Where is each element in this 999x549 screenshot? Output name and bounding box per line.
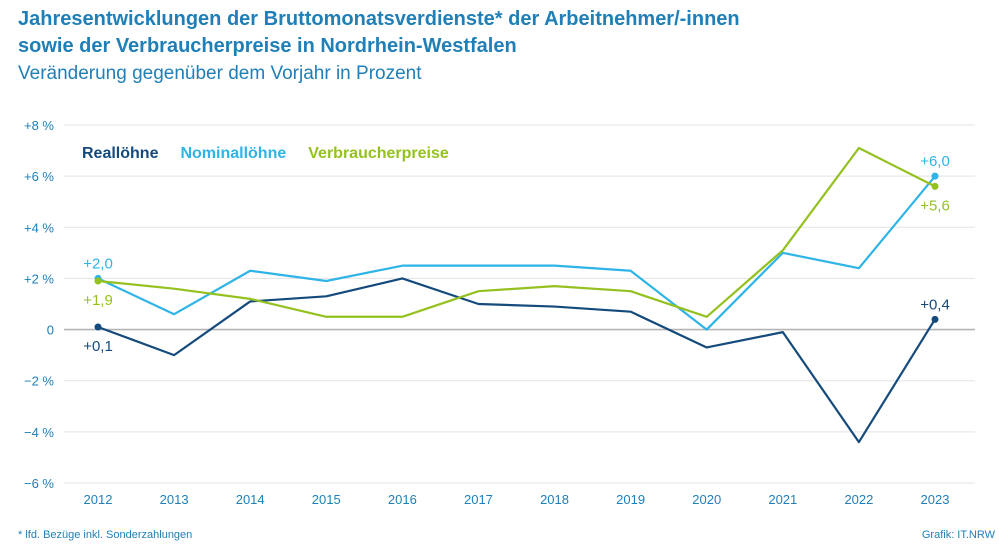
data-label: +6,0: [920, 153, 950, 170]
x-tick-label: 2022: [844, 492, 873, 507]
y-tick-label: +6 %: [24, 169, 54, 184]
y-tick-label: −6 %: [24, 476, 54, 491]
data-point-marker: [94, 323, 102, 331]
x-tick-label: 2012: [84, 492, 113, 507]
x-tick-label: 2016: [388, 492, 417, 507]
y-tick-label: +4 %: [24, 220, 54, 235]
legend-item: Nominallöhne: [180, 145, 286, 162]
y-tick-label: −2 %: [24, 374, 54, 389]
x-tick-label: 2020: [692, 492, 721, 507]
data-label: +0,1: [83, 338, 113, 355]
data-label: +0,4: [920, 296, 950, 313]
x-tick-label: 2018: [540, 492, 569, 507]
series-line-reallöhne: [96, 277, 937, 444]
source-credit: Grafik: IT.NRW: [921, 529, 995, 541]
x-tick-label: 2017: [464, 492, 493, 507]
chart-subtitle: Veränderung gegenüber dem Vorjahr in Pro…: [18, 63, 422, 84]
data-point-marker: [931, 172, 939, 180]
y-tick-label: 0: [47, 323, 54, 338]
footnote: * lfd. Bezüge inkl. Sonderzahlungen: [18, 529, 193, 541]
legend-item: Verbraucherpreise: [308, 145, 449, 162]
x-tick-label: 2019: [616, 492, 645, 507]
chart-title: Jahresentwicklungen der Bruttomonatsverd…: [18, 6, 740, 60]
y-tick-label: +8 %: [24, 118, 54, 133]
x-tick-label: 2015: [312, 492, 341, 507]
x-tick-label: 2021: [768, 492, 797, 507]
data-point-marker: [931, 315, 939, 323]
data-label: +1,9: [83, 292, 113, 309]
x-tick-label: 2014: [236, 492, 265, 507]
title-line-2: sowie der Verbraucherpreise in Nordrhein…: [18, 35, 517, 57]
x-tick-label: 2023: [921, 492, 950, 507]
title-line-1: Jahresentwicklungen der Bruttomonatsverd…: [18, 8, 740, 30]
data-point-marker: [94, 277, 102, 285]
y-tick-label: −4 %: [24, 425, 54, 440]
data-label: +5,6: [920, 197, 950, 214]
series-line-nominallöhne: [96, 175, 937, 331]
data-label: +2,0: [83, 255, 113, 272]
data-point-marker: [931, 182, 939, 190]
series-line-verbraucherpreise: [96, 146, 937, 318]
y-tick-label: +2 %: [24, 271, 54, 286]
legend-item: Reallöhne: [82, 145, 159, 162]
x-tick-label: 2013: [160, 492, 189, 507]
